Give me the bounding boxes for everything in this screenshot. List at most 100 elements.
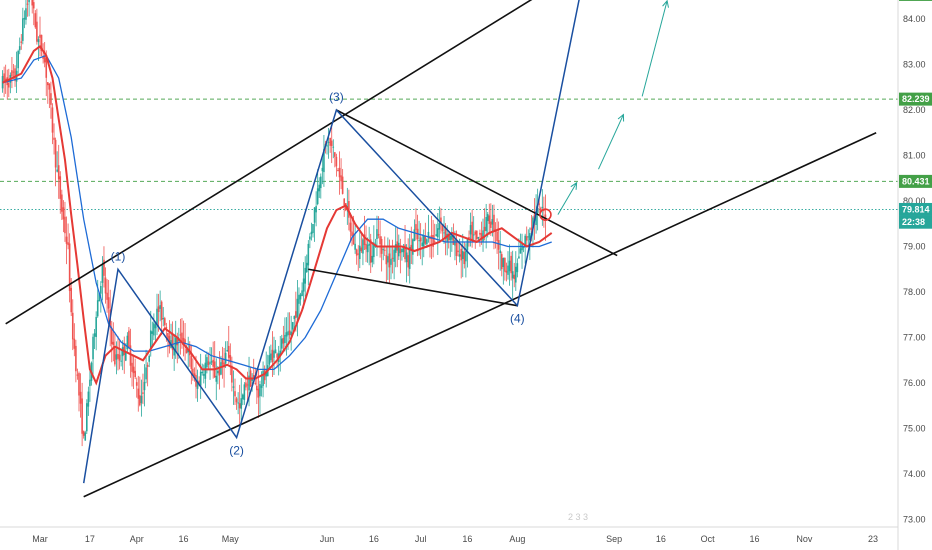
candle-body [256, 385, 258, 391]
candle-body [284, 334, 286, 343]
candle-body [309, 236, 311, 240]
candle-body [176, 337, 179, 346]
candle-body [518, 256, 520, 259]
candle-body [73, 338, 76, 349]
price-axis[interactable]: 73.00 74.00 75.00 76.00 77.00 78.00 79.00 80.00… [903, 0, 926, 525]
x-tick-label: 16 [462, 534, 472, 544]
candle-body [196, 381, 199, 389]
level-badge-1-bg [899, 92, 932, 106]
candle-body [327, 141, 330, 143]
candle-body [402, 246, 405, 253]
trendline-2 [336, 109, 618, 257]
arrow-shaft-2 [641, 0, 668, 97]
candle-body [42, 55, 44, 59]
candle-body [212, 359, 214, 367]
candle-body [47, 82, 49, 86]
candle-body [329, 137, 331, 146]
candle-body [53, 137, 55, 140]
candle-body [510, 255, 512, 274]
candle-body [242, 394, 244, 400]
candle-body [486, 214, 489, 222]
candle-body [337, 169, 339, 171]
candle-body [235, 398, 238, 403]
candle-body [341, 176, 344, 194]
candle-body [70, 287, 72, 313]
candle-body [301, 290, 303, 297]
candle-body [271, 349, 274, 363]
candle-body [360, 247, 363, 252]
candle-body [149, 330, 152, 351]
trendline-3 [308, 268, 518, 307]
candle-body [50, 93, 52, 105]
candle-body [385, 255, 388, 265]
candle-body [296, 298, 299, 318]
candle-body [419, 237, 422, 242]
candle-body [274, 349, 277, 354]
candle-body [65, 236, 68, 244]
candle-body [106, 292, 108, 300]
candle-body [493, 214, 495, 232]
candle-body [541, 206, 544, 208]
candle-body [86, 403, 88, 432]
candle-body [366, 244, 369, 253]
candle-body [527, 236, 530, 238]
candle-body [472, 234, 475, 236]
wave-count[interactable]: (1)(2)(3)(4)(5) [82, 0, 587, 484]
candle-body [273, 350, 275, 358]
candle-body [362, 239, 364, 254]
candle-body [315, 206, 317, 213]
candle-body [245, 382, 247, 388]
candle-body [93, 333, 96, 337]
candle-body [499, 250, 501, 254]
candle-body [201, 371, 204, 374]
candle-body [444, 227, 447, 239]
candle-body [139, 395, 141, 406]
candle-body [115, 354, 118, 360]
candle-body [76, 374, 79, 376]
y-tick-label: 81.00 [903, 151, 926, 161]
time-axis[interactable]: Mar 17 Apr 16 May Jun 16 Jul 16 Aug Sep 16 Oct 16 Nov 2… [32, 534, 878, 544]
candle-body [483, 226, 486, 232]
x-tick-label: Jul [415, 534, 427, 544]
candle-body [536, 208, 539, 214]
x-tick-label: 16 [179, 534, 189, 544]
candle-body [62, 207, 65, 220]
candle-body [474, 231, 477, 235]
candle-body [26, 3, 29, 5]
candle-body [320, 176, 322, 189]
candle-body [507, 265, 509, 275]
candle-body [379, 236, 381, 245]
breakout-marker[interactable] [539, 208, 552, 221]
candle-body [39, 34, 41, 38]
candle-body [89, 379, 91, 386]
candle-body [377, 234, 380, 236]
candle-body [238, 403, 241, 409]
candle-body [387, 256, 389, 263]
candle-body [265, 371, 267, 377]
candle-body [335, 156, 338, 167]
candle-body [435, 234, 438, 236]
projection-arrows[interactable] [557, 0, 669, 215]
level-badge-3-bg [899, 202, 932, 216]
candle-body [204, 362, 207, 379]
candle-body [81, 398, 83, 434]
candle-body [422, 235, 425, 247]
arrow-head-2 [662, 0, 669, 8]
candle-body [54, 139, 57, 168]
candle-body [252, 375, 255, 379]
trendlines[interactable] [5, 0, 877, 498]
level-badge-3-text: 79.814 [902, 204, 930, 214]
candle-body [224, 352, 227, 364]
candle-body [192, 368, 194, 376]
candle-body [28, 0, 30, 3]
candle-body [8, 82, 10, 88]
candle-body [433, 241, 436, 243]
candle-body [57, 165, 60, 180]
candle-body [154, 324, 157, 329]
countdown-badge-text: 22:38 [902, 217, 925, 227]
candle-body [321, 167, 324, 172]
candle-body [129, 345, 132, 366]
x-tick-label: Oct [701, 534, 716, 544]
candle-body [490, 221, 492, 228]
